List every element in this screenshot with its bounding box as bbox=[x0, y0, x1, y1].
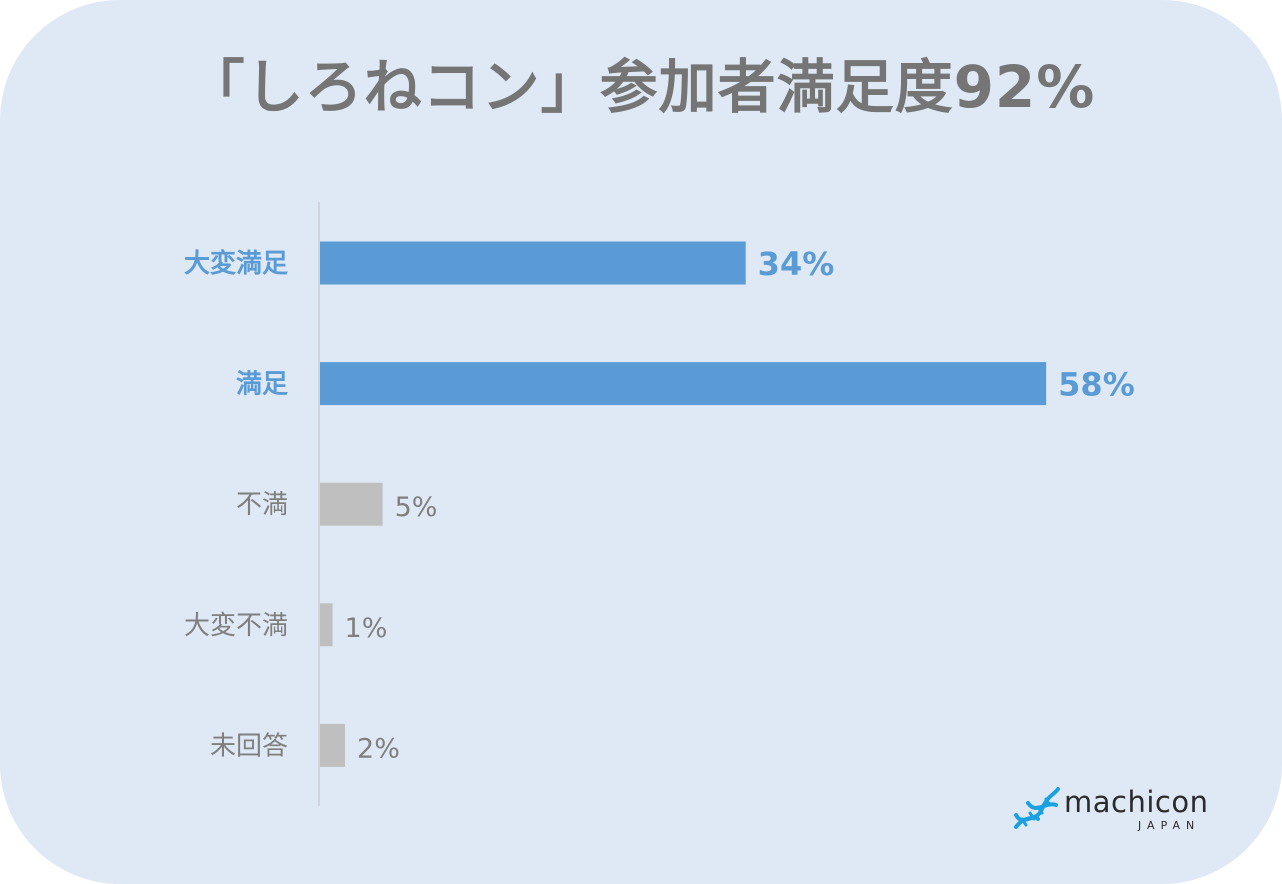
bar-0 bbox=[320, 241, 746, 285]
chart-title: 「しろねコン」参加者満足度92% bbox=[186, 53, 1096, 121]
category-label-3: 大変不満 bbox=[184, 611, 288, 641]
bar-1 bbox=[320, 362, 1047, 406]
category-label-2: 不満 bbox=[236, 490, 288, 520]
category-label-4: 未回答 bbox=[210, 731, 288, 761]
bar-4 bbox=[320, 723, 346, 767]
value-label-3: 1% bbox=[345, 613, 388, 644]
value-label-4: 2% bbox=[357, 733, 400, 764]
bar-2 bbox=[320, 482, 383, 526]
logo-wordmark: machicon bbox=[1064, 785, 1209, 819]
category-label-1: 満足 bbox=[236, 370, 288, 400]
bar-3 bbox=[320, 603, 333, 647]
value-label-0: 34% bbox=[758, 245, 835, 283]
dna-helix-icon bbox=[1014, 787, 1060, 829]
machicon-logo: machicon JAPAN bbox=[1012, 783, 1227, 835]
category-label-0: 大変満足 bbox=[184, 248, 288, 279]
value-label-1: 58% bbox=[1058, 366, 1135, 404]
logo-subtitle: JAPAN bbox=[1138, 819, 1201, 832]
value-label-2: 5% bbox=[395, 492, 438, 523]
